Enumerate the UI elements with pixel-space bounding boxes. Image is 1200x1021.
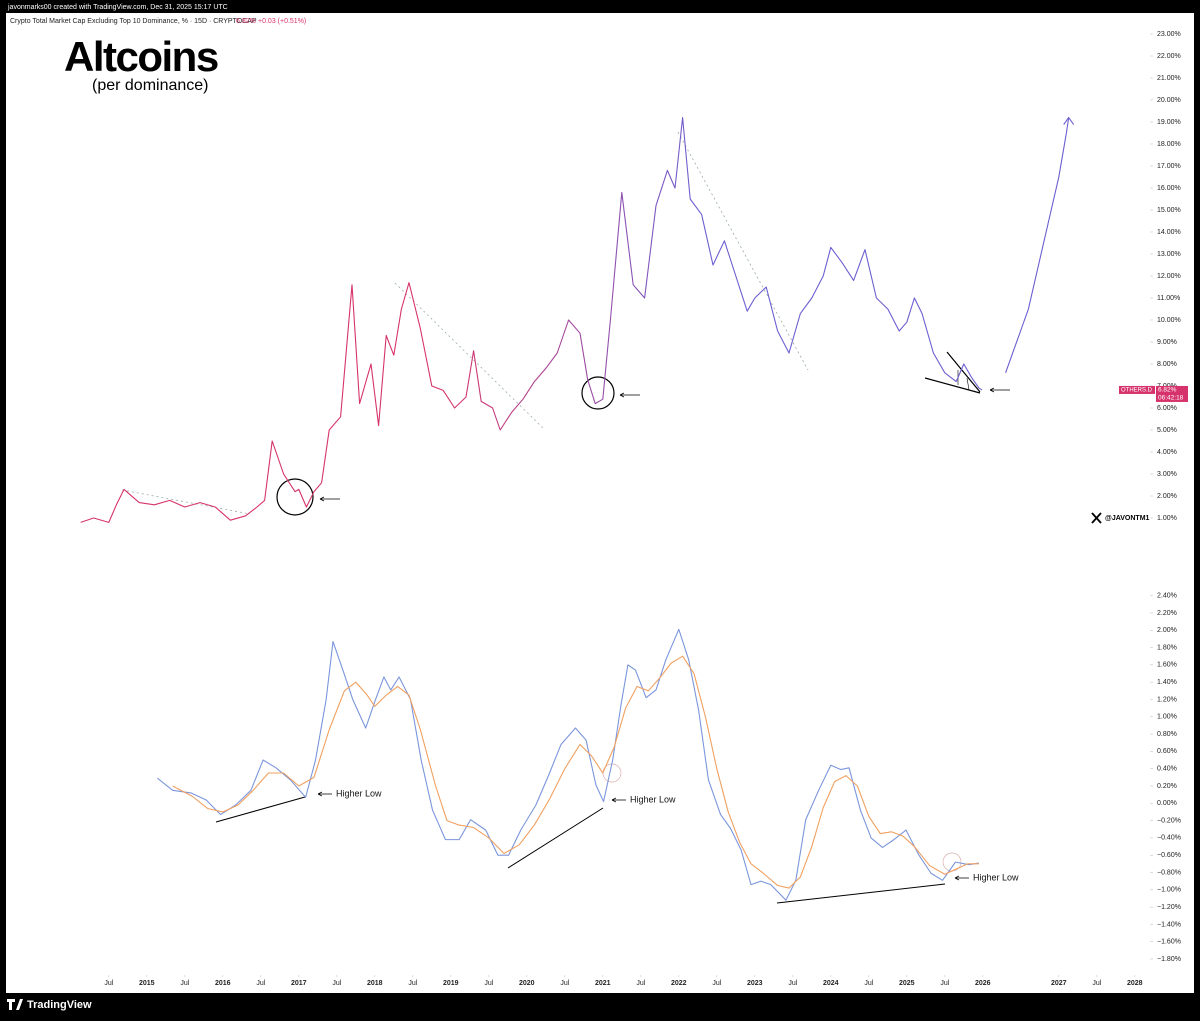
y-tick-label: 18.00%	[1157, 141, 1181, 148]
y-tick-label: 13.00%	[1157, 251, 1181, 258]
y-tick-label: 23.00%	[1157, 31, 1181, 38]
x-tick-label: Jul	[104, 980, 113, 987]
x-tick-label: 2026	[975, 980, 991, 987]
y-tick-label: 0.20%	[1157, 783, 1177, 790]
annotations	[121, 131, 1010, 904]
y-tick-label: 0.60%	[1157, 748, 1177, 755]
x-tick-label: Jul	[560, 980, 569, 987]
y-tick-label: 20.00%	[1157, 97, 1181, 104]
author-line: javonmarks00 created with TradingView.co…	[7, 4, 228, 11]
y-tick-label: 8.00%	[1157, 361, 1177, 368]
x-tick-label: Jul	[408, 980, 417, 987]
x-tick-label: Jul	[180, 980, 189, 987]
x-tick-label: 2017	[291, 980, 307, 987]
y-tick-label: 0.00%	[1157, 800, 1177, 807]
watermark: @JAVONTM1	[1091, 512, 1150, 524]
x-tick-label: Jul	[1092, 980, 1101, 987]
x-tick-label: Jul	[484, 980, 493, 987]
y-tick-label: −1.80%	[1157, 956, 1181, 963]
y-tick-label: 14.00%	[1157, 229, 1181, 236]
y-tick-label: 1.00%	[1157, 714, 1177, 721]
x-tick-label: Jul	[256, 980, 265, 987]
y-tick-label: −0.40%	[1157, 835, 1181, 842]
y-tick-label: 2.00%	[1157, 493, 1177, 500]
x-tick-label: 2016	[215, 980, 231, 987]
y-tick-label: 4.00%	[1157, 449, 1177, 456]
chart-subtitle: (per dominance)	[92, 77, 209, 94]
y-tick-label: 10.00%	[1157, 317, 1181, 324]
annotation: Higher Low	[336, 788, 382, 798]
footer-logo: TradingView	[7, 999, 92, 1011]
y-tick-label: 21.00%	[1157, 75, 1181, 82]
x-tick-label: 2022	[671, 980, 687, 987]
y-tick-label: −1.60%	[1157, 939, 1181, 946]
y-tick-label: 1.40%	[1157, 679, 1177, 686]
x-tick-label: 2019	[443, 980, 459, 987]
annotation: Higher Low	[973, 872, 1019, 882]
y-tick-label: 5.00%	[1157, 427, 1177, 434]
footer-brand: TradingView	[27, 999, 92, 1011]
y-tick-label: 2.00%	[1157, 627, 1177, 634]
y-tick-label: 12.00%	[1157, 273, 1181, 280]
x-tick-label: Jul	[332, 980, 341, 987]
y-tick-label: 1.00%	[1157, 515, 1177, 522]
x-tick-label: Jul	[788, 980, 797, 987]
y-tick-label: −1.20%	[1157, 904, 1181, 911]
watermark-text: @JAVONTM1	[1105, 515, 1150, 522]
x-tick-label: 2028	[1127, 980, 1143, 987]
x-tick-label: 2021	[595, 980, 611, 987]
x-tick-label: 2025	[899, 980, 915, 987]
price-tag-value: 6.82%	[1158, 387, 1177, 394]
y-tick-label: 1.80%	[1157, 644, 1177, 651]
y-tick-label: −0.80%	[1157, 869, 1181, 876]
x-tick-label: 2023	[747, 980, 763, 987]
chart-area	[6, 13, 1194, 993]
y-tick-label: 0.80%	[1157, 731, 1177, 738]
x-tick-label: 2027	[1051, 980, 1067, 987]
x-tick-label: Jul	[636, 980, 645, 987]
x-tick-label: 2018	[367, 980, 383, 987]
price-tag-box	[1156, 385, 1188, 402]
y-tick-label: 6.00%	[1157, 405, 1177, 412]
y-tick-label: 9.00%	[1157, 339, 1177, 346]
y-tick-label: 19.00%	[1157, 119, 1181, 126]
x-tick-label: 2024	[823, 980, 839, 987]
y-tick-label: 11.00%	[1157, 295, 1180, 302]
symbol-description: Crypto Total Market Cap Excluding Top 10…	[10, 18, 257, 25]
annotation: Higher Low	[630, 794, 676, 804]
y-tick-label: 2.40%	[1157, 592, 1177, 599]
y-tick-label: 1.20%	[1157, 696, 1177, 703]
change: +0.03 (+0.51%)	[258, 18, 306, 25]
y-tick-label: 1.60%	[1157, 662, 1177, 669]
y-tick-label: 22.00%	[1157, 53, 1181, 60]
y-tick-label: 17.00%	[1157, 163, 1181, 170]
projection-line	[1005, 117, 1070, 373]
series-line	[80, 117, 983, 523]
y-tick-label: 2.20%	[1157, 610, 1177, 617]
y-tick-label: 16.00%	[1157, 185, 1181, 192]
y-tick-label: 3.00%	[1157, 471, 1177, 478]
y-tick-label: −1.40%	[1157, 921, 1181, 928]
price-tag-countdown: 06:42:18	[1158, 395, 1184, 402]
x-tick-label: Jul	[712, 980, 721, 987]
price-tag-name: OTHERS.D	[1121, 388, 1153, 394]
projection-arrowhead	[1063, 116, 1075, 125]
y-tick-label: −0.20%	[1157, 817, 1181, 824]
x-tick-label: 2015	[139, 980, 155, 987]
y-tick-label: −0.60%	[1157, 852, 1181, 859]
y-tick-label: 15.00%	[1157, 207, 1181, 214]
y-tick-label: 0.40%	[1157, 766, 1177, 773]
series-line	[172, 655, 979, 889]
x-tick-label: Jul	[940, 980, 949, 987]
price-tag-name-box	[1119, 385, 1155, 394]
series-line	[157, 628, 980, 901]
last-value: 6.82%	[236, 18, 256, 25]
x-tick-label: Jul	[864, 980, 873, 987]
y-tick-label: −1.00%	[1157, 887, 1181, 894]
chart-title: Altcoins	[64, 33, 218, 80]
x-tick-label: 2020	[519, 980, 535, 987]
